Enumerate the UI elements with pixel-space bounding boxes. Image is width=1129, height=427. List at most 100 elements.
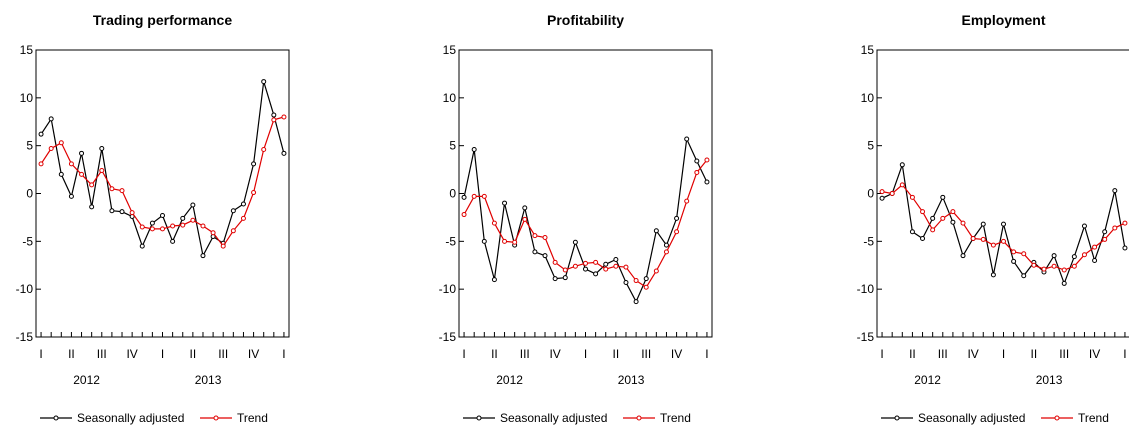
- data-point-seasonally-adjusted: [79, 150, 85, 156]
- legend-label-trend: Trend: [1078, 411, 1109, 425]
- data-point-trend: [1031, 262, 1037, 268]
- x-quarter-label: III: [520, 347, 530, 361]
- data-point-trend: [68, 161, 74, 167]
- data-point-seasonally-adjusted: [251, 161, 257, 167]
- data-point-seasonally-adjusted: [562, 275, 568, 281]
- x-quarter-label: IV: [126, 347, 137, 361]
- data-point-seasonally-adjusted: [704, 179, 710, 185]
- y-tick-label: 0: [449, 187, 456, 201]
- y-tick-label: 10: [443, 91, 457, 105]
- data-point-seasonally-adjusted: [1001, 221, 1006, 227]
- legend-marker-seasonally-adjusted: [53, 415, 59, 421]
- legend-marker-trend: [1054, 415, 1060, 421]
- x-quarter-label: II: [909, 347, 916, 361]
- data-point-seasonally-adjusted: [572, 239, 578, 245]
- data-point-seasonally-adjusted: [552, 276, 558, 282]
- data-point-trend: [481, 193, 487, 199]
- plot-frame: [458, 49, 713, 338]
- data-point-seasonally-adjusted: [89, 204, 95, 210]
- data-point-seasonally-adjusted: [960, 253, 966, 259]
- legend-label-trend: Trend: [660, 411, 691, 425]
- data-point-trend: [502, 238, 508, 244]
- data-point-trend: [532, 233, 538, 239]
- x-quarter-label: II: [190, 347, 197, 361]
- data-point-seasonally-adjusted: [1071, 254, 1077, 260]
- data-point-seasonally-adjusted: [694, 158, 700, 164]
- data-point-seasonally-adjusted: [1061, 280, 1067, 286]
- y-tick-label: -5: [445, 234, 456, 248]
- data-point-seasonally-adjusted: [940, 194, 946, 200]
- y-tick-label: -15: [439, 330, 457, 344]
- x-quarter-label: II: [613, 347, 620, 361]
- data-point-seasonally-adjusted: [481, 238, 487, 244]
- x-quarter-label: I: [462, 347, 465, 361]
- x-year-label: 2012: [73, 373, 100, 387]
- chart-title: Employment: [961, 12, 1045, 28]
- data-point-trend: [210, 230, 216, 236]
- x-quarter-label: I: [1123, 347, 1126, 361]
- data-point-trend: [200, 223, 206, 229]
- y-tick-label: 15: [443, 43, 457, 57]
- data-point-trend: [970, 235, 976, 241]
- data-point-trend: [1081, 252, 1087, 258]
- legend-label-trend: Trend: [237, 411, 268, 425]
- data-point-trend: [1011, 249, 1017, 255]
- data-point-trend: [58, 140, 64, 146]
- y-tick-label: -10: [16, 282, 34, 296]
- x-year-label: 2013: [195, 373, 222, 387]
- data-point-trend: [461, 212, 467, 218]
- data-point-trend: [663, 249, 669, 255]
- x-quarter-label: IV: [671, 347, 682, 361]
- data-point-seasonally-adjusted: [109, 208, 115, 214]
- data-point-seasonally-adjusted: [180, 215, 186, 221]
- x-quarter-label: I: [161, 347, 164, 361]
- y-tick-label: 15: [861, 43, 875, 57]
- data-point-trend: [990, 242, 996, 248]
- data-point-trend: [99, 168, 105, 174]
- x-year-label: 2012: [914, 373, 941, 387]
- data-point-seasonally-adjusted: [1102, 229, 1108, 235]
- data-point-trend: [930, 227, 936, 233]
- data-point-seasonally-adjusted: [653, 228, 659, 234]
- plot-frame: [35, 49, 290, 338]
- y-tick-label: 5: [26, 139, 33, 153]
- data-point-seasonally-adjusted: [603, 261, 609, 267]
- data-point-trend: [180, 222, 186, 228]
- data-point-trend: [1092, 244, 1098, 250]
- x-quarter-label: IV: [549, 347, 560, 361]
- data-point-trend: [220, 243, 226, 249]
- data-point-seasonally-adjusted: [271, 112, 277, 118]
- data-point-seasonally-adjusted: [643, 276, 649, 282]
- chart-title: Profitability: [547, 12, 624, 28]
- data-point-seasonally-adjusted: [281, 150, 287, 156]
- data-point-trend: [909, 194, 915, 200]
- data-point-seasonally-adjusted: [899, 162, 905, 168]
- y-tick-label: 10: [20, 91, 34, 105]
- data-point-seasonally-adjusted: [990, 272, 996, 278]
- data-point-seasonally-adjusted: [1092, 257, 1098, 263]
- data-point-seasonally-adjusted: [909, 229, 915, 235]
- data-point-seasonally-adjusted: [583, 266, 588, 272]
- data-point-trend: [261, 146, 267, 152]
- data-point-trend: [1071, 263, 1077, 269]
- data-point-seasonally-adjusted: [99, 146, 105, 152]
- data-point-trend: [593, 259, 599, 265]
- data-point-seasonally-adjusted: [542, 253, 548, 259]
- x-quarter-label: III: [938, 347, 948, 361]
- legend-label-seasonally-adjusted: Seasonally adjusted: [500, 411, 607, 425]
- x-quarter-label: I: [880, 347, 883, 361]
- data-point-trend: [240, 215, 246, 221]
- x-quarter-label: II: [491, 347, 498, 361]
- x-year-label: 2013: [1036, 373, 1063, 387]
- data-point-trend: [79, 171, 85, 177]
- data-point-seasonally-adjusted: [160, 213, 165, 219]
- data-point-trend: [704, 157, 710, 163]
- x-quarter-label: II: [68, 347, 75, 361]
- y-tick-label: 5: [867, 139, 874, 153]
- data-point-trend: [230, 228, 236, 234]
- data-point-trend: [1112, 225, 1118, 231]
- data-point-seasonally-adjusted: [1081, 223, 1087, 229]
- x-quarter-label: I: [39, 347, 42, 361]
- data-point-seasonally-adjusted: [38, 131, 44, 137]
- data-point-seasonally-adjusted: [1122, 245, 1128, 251]
